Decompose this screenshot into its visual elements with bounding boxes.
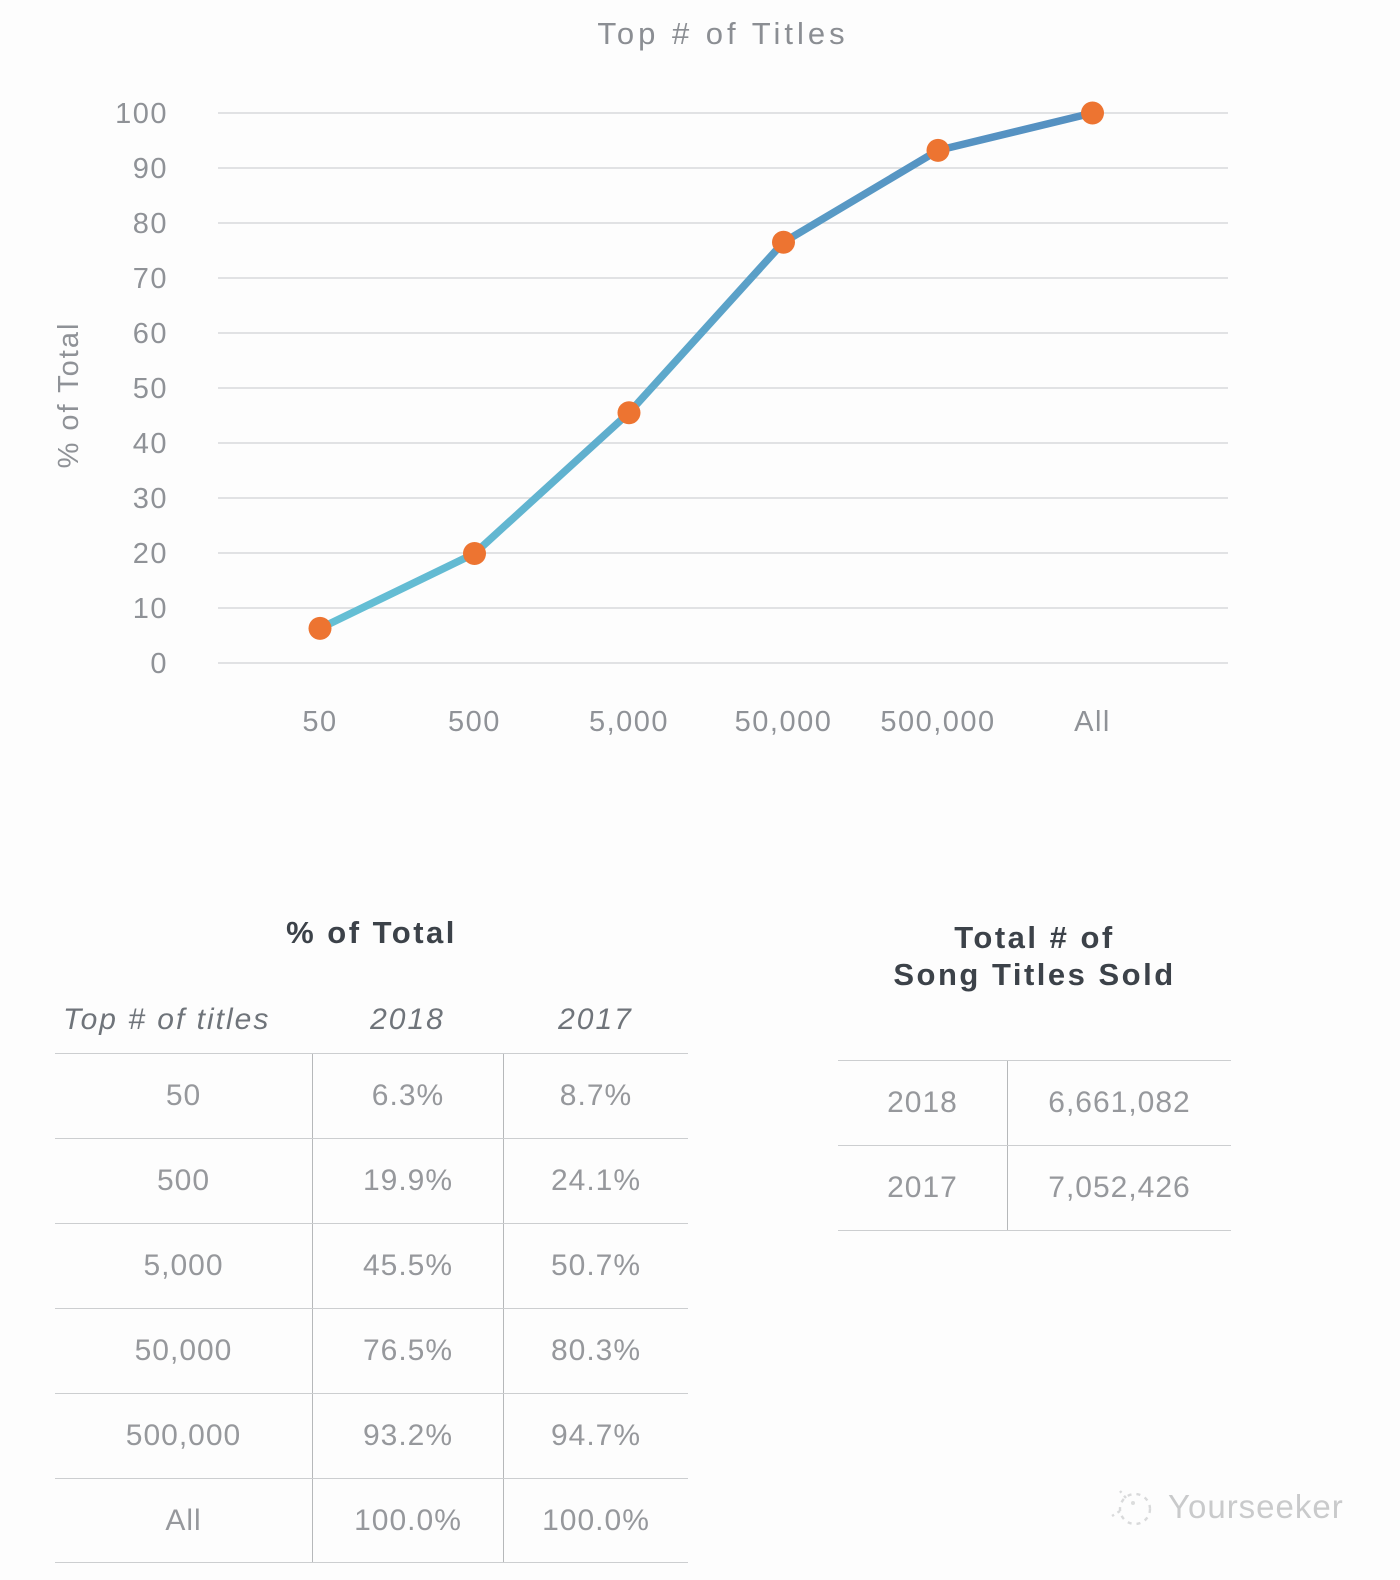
left-table-header: Top # of titles 2018 2017 xyxy=(55,961,688,1053)
table-row: 50,000 76.5% 80.3% xyxy=(55,1308,688,1393)
watermark-text: Yourseeker xyxy=(1168,1488,1344,1525)
table-cell: 100.0% xyxy=(503,1479,688,1562)
data-point xyxy=(617,401,641,425)
row-label: 50,000 xyxy=(134,1334,233,1367)
x-tick-label: 50,000 xyxy=(735,706,833,738)
row-label: 50 xyxy=(165,1079,202,1112)
column-header-2018: 2018 xyxy=(370,1003,445,1036)
chart-title: Top # of Titles xyxy=(597,16,849,51)
table-cell: 93.2% xyxy=(312,1394,503,1478)
y-tick-label: 70 xyxy=(133,263,168,295)
gridlines xyxy=(218,112,1228,664)
table-row: 500 19.9% 24.1% xyxy=(55,1138,688,1223)
row-label: 500 xyxy=(156,1164,211,1197)
year-label: 2017 xyxy=(887,1171,958,1204)
data-series xyxy=(308,101,1104,640)
column-header-titles: Top # of titles xyxy=(63,1003,271,1036)
table-cell: 24.1% xyxy=(503,1139,688,1223)
table-cell: 6.3% xyxy=(312,1054,503,1138)
right-table-body: 2018 6,661,082 2017 7,052,426 xyxy=(838,1060,1231,1231)
yourseeker-logo-icon xyxy=(1111,1490,1152,1526)
total-value: 7,052,426 xyxy=(1007,1146,1231,1230)
x-tick-label: 50 xyxy=(302,706,337,738)
song-titles-sold-table: Total # of Song Titles Sold 2018 6,661,08… xyxy=(838,905,1231,1231)
y-axis-title: % of Total xyxy=(53,322,85,469)
row-label: 5,000 xyxy=(143,1249,224,1282)
table-row: 500,000 93.2% 94.7% xyxy=(55,1393,688,1478)
y-tick-label: 100 xyxy=(115,98,168,130)
table-cell: 100.0% xyxy=(312,1479,503,1562)
data-point xyxy=(772,230,795,254)
left-table-body: 50 6.3% 8.7% 500 19.9% 24.1% 5,000 45.5% 50.7% 50… xyxy=(55,1053,688,1563)
table-cell: 8.7% xyxy=(503,1054,688,1138)
watermark: Yourseeker xyxy=(1106,1480,1344,1534)
table-cell: 94.7% xyxy=(503,1394,688,1478)
year-label: 2018 xyxy=(887,1086,958,1119)
column-header-2017: 2017 xyxy=(558,1003,633,1036)
x-tick-label: 500 xyxy=(448,706,501,738)
data-point xyxy=(463,542,486,566)
y-tick-label: 20 xyxy=(133,538,168,570)
x-tick-label: All xyxy=(1074,706,1111,738)
y-tick-label: 0 xyxy=(150,648,168,680)
table-cell: 45.5% xyxy=(312,1224,503,1308)
y-tick-label: 10 xyxy=(133,593,168,625)
table-cell: 50.7% xyxy=(503,1224,688,1308)
right-table-title-line1: Total # of xyxy=(954,920,1115,955)
y-tick-label: 50 xyxy=(133,373,168,405)
table-row: 5,000 45.5% 50.7% xyxy=(55,1223,688,1308)
total-value: 6,661,082 xyxy=(1007,1061,1231,1145)
row-label: 500,000 xyxy=(125,1419,242,1452)
y-tick-label: 40 xyxy=(133,428,168,460)
table-row: 2018 6,661,082 xyxy=(838,1061,1231,1146)
table-row: 50 6.3% 8.7% xyxy=(55,1053,688,1138)
data-point xyxy=(308,616,332,640)
row-label: All xyxy=(165,1503,202,1537)
data-point xyxy=(926,138,950,162)
percent-of-total-table: % of Total Top # of titles 2018 2017 50 6… xyxy=(55,905,688,1563)
right-table-title: Total # of Song Titles Sold xyxy=(838,905,1231,993)
left-table-title: % of Total xyxy=(286,915,457,950)
line-chart: 0 10 20 30 40 50 60 70 80 90 100 50 500 5,000 50,000 50… xyxy=(53,98,1228,738)
table-row: 2017 7,052,426 xyxy=(838,1146,1231,1231)
right-table-title-line2: Song Titles Sold xyxy=(893,957,1176,992)
y-tick-label: 60 xyxy=(133,318,168,350)
data-point xyxy=(1081,101,1104,125)
table-row: All 100.0% 100.0% xyxy=(55,1478,688,1563)
trend-line xyxy=(316,109,1097,633)
axis-labels: 0 10 20 30 40 50 60 70 80 90 100 50 500 5,000 50,000 50… xyxy=(53,98,1111,738)
y-tick-label: 30 xyxy=(133,483,168,515)
table-cell: 76.5% xyxy=(312,1309,503,1393)
x-tick-label: 5,000 xyxy=(589,706,669,738)
table-cell: 80.3% xyxy=(503,1309,688,1393)
y-tick-label: 90 xyxy=(133,153,168,185)
x-tick-label: 500,000 xyxy=(880,706,995,738)
table-cell: 19.9% xyxy=(312,1139,503,1223)
y-tick-label: 80 xyxy=(133,208,168,240)
